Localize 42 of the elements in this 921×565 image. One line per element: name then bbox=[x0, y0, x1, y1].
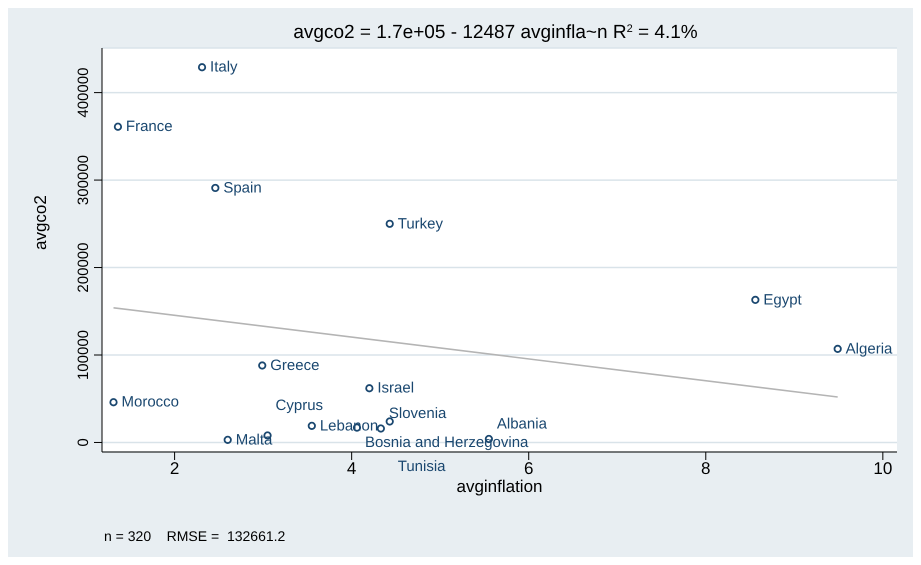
data-label: Italy bbox=[210, 58, 238, 76]
y-tick-label: 100000 bbox=[75, 330, 92, 380]
x-tick-label: 10 bbox=[873, 459, 892, 478]
data-label: Algeria bbox=[846, 340, 894, 358]
point bbox=[198, 63, 206, 72]
y-tick-label: 0 bbox=[75, 438, 92, 447]
point bbox=[386, 417, 394, 426]
point bbox=[386, 220, 394, 228]
data-label: Tunisia bbox=[398, 458, 446, 475]
x-tick-label: 2 bbox=[170, 459, 180, 478]
point bbox=[365, 384, 374, 392]
x-tick-label: 4 bbox=[346, 459, 356, 478]
x-axis-title: avginflation bbox=[456, 477, 543, 496]
point bbox=[109, 398, 118, 406]
data-label: France bbox=[126, 118, 173, 136]
point bbox=[258, 361, 266, 370]
y-tick-label: 200000 bbox=[75, 242, 92, 293]
data-label: Malta bbox=[236, 431, 274, 448]
data-label: Turkey bbox=[398, 215, 444, 232]
point bbox=[751, 296, 760, 304]
point bbox=[376, 424, 385, 433]
y-axis-title: avgco2 bbox=[31, 195, 50, 250]
data-label: Greece bbox=[270, 356, 320, 374]
data-label: Slovenia bbox=[388, 404, 448, 422]
point bbox=[211, 184, 220, 192]
point bbox=[224, 436, 232, 444]
data-label: Bosnia and Herzegovina bbox=[364, 434, 530, 452]
point bbox=[834, 344, 842, 353]
data-label: Spain bbox=[223, 179, 262, 196]
chart-title: avgco2 = 1.7e+05 - 12487 avginfla~n R$^{2}$ = 4.1% bbox=[293, 22, 698, 43]
x-tick-label: 6 bbox=[524, 459, 534, 478]
data-label: Israel bbox=[377, 380, 414, 397]
data-label: Egypt bbox=[763, 291, 803, 308]
point bbox=[114, 122, 122, 131]
y-tick-label: 400000 bbox=[75, 68, 92, 118]
y-tick-label: 300000 bbox=[75, 155, 92, 206]
x-tick-label: 8 bbox=[701, 459, 711, 478]
data-label: Morocco bbox=[122, 394, 180, 411]
data-label: Cyprus bbox=[276, 396, 324, 414]
point bbox=[308, 422, 316, 430]
data-label: Albania bbox=[496, 415, 548, 432]
text: n = 320 RMSE = 132661.2 bbox=[104, 528, 286, 544]
